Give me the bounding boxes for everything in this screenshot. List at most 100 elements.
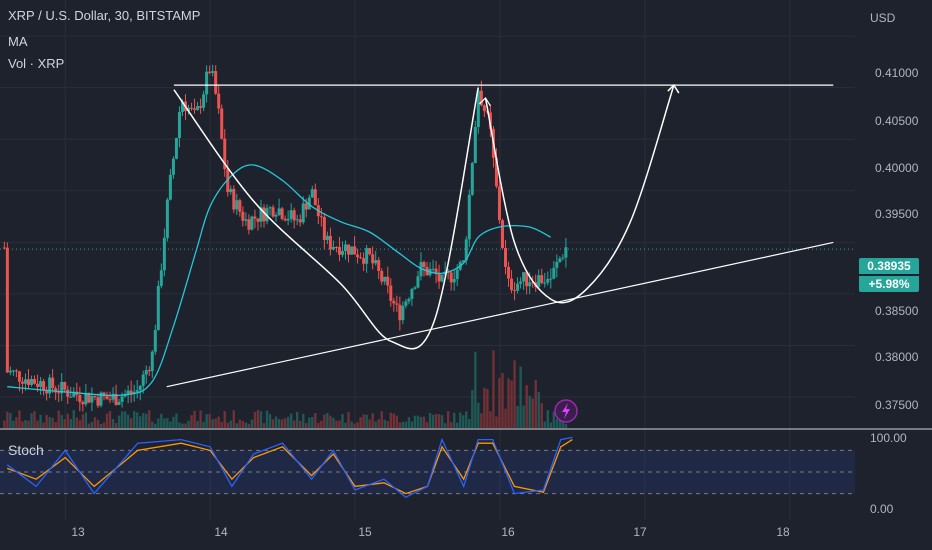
volume-bar bbox=[356, 422, 359, 428]
volume-bar bbox=[27, 420, 30, 428]
volume-bar bbox=[114, 423, 118, 428]
volume-bar bbox=[205, 414, 208, 428]
candle-body bbox=[247, 219, 251, 230]
volume-bar bbox=[552, 411, 556, 428]
ma-indicator-label[interactable]: MA bbox=[8, 34, 28, 49]
stoch-label[interactable]: Stoch bbox=[8, 442, 44, 458]
candle-body bbox=[144, 370, 148, 375]
volume-indicator-label[interactable]: Vol · XRP bbox=[8, 56, 65, 71]
volume-bar bbox=[120, 411, 124, 428]
volume-bar bbox=[75, 417, 79, 428]
candle-body bbox=[174, 137, 178, 159]
price-tick: 0.40500 bbox=[875, 114, 919, 128]
volume-bar bbox=[456, 422, 459, 428]
candle-body bbox=[362, 258, 366, 264]
candle-body bbox=[494, 157, 498, 187]
candle-body bbox=[347, 244, 351, 255]
candle-body bbox=[419, 262, 423, 277]
candle-body bbox=[516, 283, 520, 291]
volume-bar bbox=[311, 417, 314, 428]
candle-body bbox=[17, 371, 21, 382]
candle-body bbox=[271, 207, 275, 217]
price-tick: 0.39500 bbox=[875, 207, 919, 221]
volume-bar bbox=[314, 412, 317, 428]
volume-bar bbox=[495, 416, 498, 428]
candle-body bbox=[488, 112, 492, 129]
candle-body bbox=[171, 158, 175, 175]
candle-body bbox=[223, 138, 227, 170]
volume-bar bbox=[546, 410, 549, 428]
volume-bar bbox=[60, 415, 63, 428]
volume-bar bbox=[99, 423, 103, 428]
candle-body bbox=[395, 303, 399, 305]
volume-bar bbox=[452, 412, 456, 428]
candle-body bbox=[522, 272, 526, 282]
candle-body bbox=[135, 390, 139, 392]
volume-bar bbox=[157, 418, 160, 428]
candle-body bbox=[51, 377, 55, 389]
candle-body bbox=[552, 267, 556, 279]
candle-body bbox=[371, 254, 375, 264]
volume-bar bbox=[462, 415, 465, 428]
volume-bar bbox=[226, 422, 229, 428]
volume-bar bbox=[561, 419, 565, 428]
volume-bar bbox=[422, 416, 426, 428]
volume-bar bbox=[383, 419, 386, 428]
candle-body bbox=[368, 248, 372, 255]
volume-bar bbox=[202, 421, 205, 428]
volume-bar bbox=[235, 423, 239, 428]
stoch-pane[interactable] bbox=[0, 436, 855, 498]
volume-bar bbox=[190, 415, 193, 428]
candle-body bbox=[253, 216, 257, 219]
volume-bar bbox=[160, 413, 163, 428]
candle-body bbox=[177, 112, 181, 138]
volume-bar bbox=[250, 419, 254, 428]
volume-bar bbox=[268, 414, 272, 428]
candle-body bbox=[5, 247, 9, 373]
volume-bar bbox=[386, 421, 389, 428]
candle-body bbox=[129, 390, 133, 394]
candle-body bbox=[11, 370, 15, 372]
candle-body bbox=[500, 220, 504, 248]
volume-bar bbox=[434, 413, 438, 428]
candle-body bbox=[20, 381, 24, 384]
lightning-glyph-icon bbox=[562, 403, 570, 419]
candle-body bbox=[540, 275, 544, 283]
volume-bar bbox=[431, 414, 435, 428]
candle-body bbox=[528, 282, 532, 287]
candle-body bbox=[232, 188, 236, 210]
drawings[interactable] bbox=[7, 83, 834, 397]
candle-body bbox=[90, 396, 94, 403]
volume-bar bbox=[419, 416, 423, 428]
volume-bar bbox=[54, 422, 57, 428]
candle-body bbox=[304, 203, 308, 210]
volume-bar bbox=[232, 410, 235, 428]
volume-bar bbox=[78, 420, 82, 428]
volume-bar bbox=[353, 423, 356, 428]
volume-bar bbox=[126, 414, 130, 428]
volume-bar bbox=[483, 387, 486, 428]
candle-body bbox=[452, 279, 456, 283]
candle-body bbox=[180, 101, 184, 113]
candle-body bbox=[356, 254, 360, 258]
volume-bar bbox=[465, 411, 468, 428]
volume-bar bbox=[72, 410, 75, 428]
volume-bar bbox=[48, 417, 51, 428]
candle-body bbox=[537, 275, 541, 287]
volume-bar bbox=[135, 412, 139, 428]
symbol-title[interactable]: XRP / U.S. Dollar, 30, BITSTAMP bbox=[8, 8, 201, 23]
volume-bar bbox=[247, 423, 251, 428]
candle-body bbox=[114, 393, 118, 405]
volume-bar bbox=[359, 417, 362, 428]
volume-bar bbox=[139, 416, 142, 428]
volume-bar bbox=[63, 418, 66, 428]
arrow-head-icon bbox=[667, 83, 680, 94]
volume-bar bbox=[338, 420, 341, 428]
volume-bar bbox=[187, 420, 190, 428]
price-tick: 0.38500 bbox=[875, 304, 919, 318]
volume-bar bbox=[404, 421, 408, 428]
candle-body bbox=[8, 370, 12, 373]
volume-bar bbox=[217, 416, 220, 428]
candle-body bbox=[383, 276, 387, 282]
